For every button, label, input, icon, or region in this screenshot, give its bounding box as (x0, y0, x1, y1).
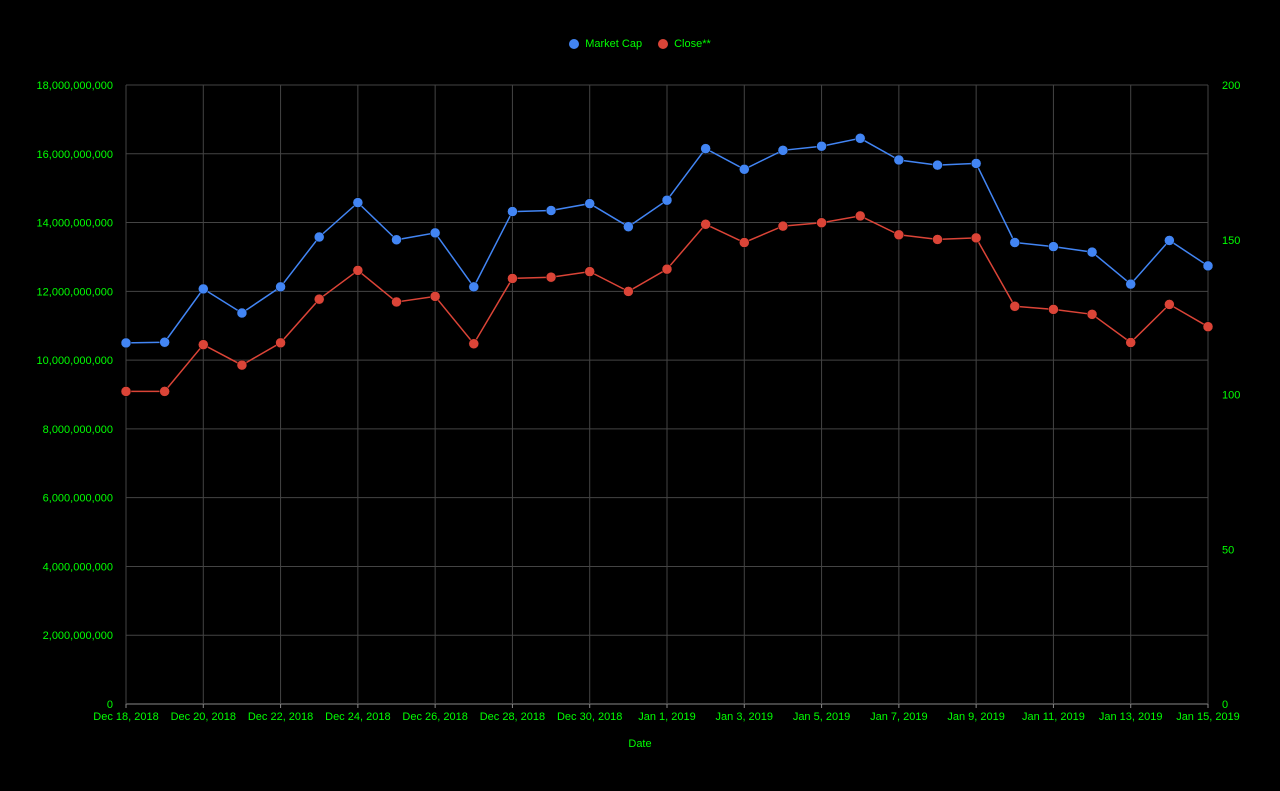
y-left-tick-label: 10,000,000,000 (37, 355, 113, 367)
data-point-market-cap (391, 234, 402, 245)
data-point-market-cap (275, 281, 286, 293)
data-point-close (1125, 337, 1136, 348)
legend-marker-market-cap (569, 39, 580, 49)
data-point-close (623, 286, 634, 297)
data-point-close (854, 210, 866, 222)
data-point-close (507, 273, 518, 284)
legend-item-close[interactable]: Close** (658, 38, 711, 50)
data-point-market-cap (623, 221, 634, 232)
data-point-close (236, 359, 248, 371)
data-point-market-cap (352, 197, 364, 208)
y-left-tick-label: 8,000,000,000 (43, 424, 113, 436)
data-point-market-cap (236, 307, 248, 319)
data-point-close (1164, 299, 1175, 310)
x-tick-label: Dec 30, 2018 (557, 711, 622, 723)
data-point-market-cap (584, 198, 595, 209)
y-left-tick-label: 18,000,000,000 (37, 80, 113, 92)
data-point-market-cap (545, 205, 557, 216)
data-point-close (1009, 301, 1021, 312)
x-tick-label: Dec 22, 2018 (248, 711, 313, 723)
data-point-close (1048, 304, 1059, 315)
x-tick-label: Jan 9, 2019 (947, 711, 1005, 723)
data-point-market-cap (507, 206, 518, 217)
y-left-tick-label: 2,000,000,000 (43, 630, 113, 642)
legend-label-market-cap: Market Cap (585, 38, 643, 50)
data-point-market-cap (1048, 241, 1059, 252)
data-point-market-cap (700, 143, 711, 154)
x-tick-label: Dec 20, 2018 (171, 711, 236, 723)
legend-label-close: Close** (674, 38, 711, 50)
x-tick-label: Dec 24, 2018 (325, 711, 390, 723)
y-left-tick-label: 14,000,000,000 (37, 218, 113, 230)
data-point-close (970, 232, 982, 244)
x-tick-label: Jan 15, 2019 (1176, 711, 1240, 723)
data-point-close (313, 293, 325, 305)
data-point-market-cap (1086, 246, 1098, 258)
data-point-market-cap (468, 281, 480, 293)
data-point-close (545, 271, 557, 283)
x-tick-label: Jan 1, 2019 (638, 711, 696, 723)
data-point-close (1086, 309, 1098, 320)
x-tick-label: Jan 3, 2019 (716, 711, 774, 723)
x-tick-label: Jan 7, 2019 (870, 711, 928, 723)
data-point-close (120, 386, 132, 397)
y-left-tick-label: 16,000,000,000 (37, 149, 113, 161)
data-point-close (777, 220, 789, 232)
data-point-close (391, 296, 402, 308)
legend-item-market-cap[interactable]: Market Cap (569, 38, 642, 50)
data-point-close (198, 339, 209, 350)
data-point-market-cap (739, 164, 750, 175)
x-axis-title: Date (628, 738, 652, 750)
data-point-market-cap (429, 227, 441, 239)
data-point-close (468, 338, 480, 349)
x-tick-label: Jan 13, 2019 (1099, 711, 1163, 723)
data-point-close (275, 337, 286, 349)
y-left-tick-label: 6,000,000,000 (43, 493, 113, 505)
data-point-market-cap (198, 283, 209, 295)
data-point-close (932, 234, 943, 245)
data-point-close (1202, 321, 1214, 332)
data-point-market-cap (313, 231, 325, 243)
data-point-market-cap (1125, 278, 1136, 290)
y-right-tick-label: 200 (1222, 80, 1240, 92)
data-point-market-cap (893, 154, 905, 166)
data-point-market-cap (1009, 237, 1021, 248)
data-point-market-cap (1164, 235, 1175, 246)
data-point-market-cap (777, 145, 789, 156)
data-point-market-cap (661, 194, 673, 206)
x-tick-label: Dec 26, 2018 (402, 711, 467, 723)
x-tick-label: Dec 28, 2018 (480, 711, 545, 723)
y-right-tick-label: 150 (1222, 235, 1240, 247)
data-point-market-cap (159, 336, 170, 348)
data-point-close (352, 265, 364, 276)
data-point-close (159, 386, 170, 397)
data-point-close (429, 291, 441, 302)
y-right-tick-label: 100 (1222, 390, 1240, 402)
y-right-tick-label: 0 (1222, 699, 1228, 711)
x-tick-label: Jan 5, 2019 (793, 711, 851, 723)
x-tick-label: Jan 11, 2019 (1022, 711, 1085, 723)
legend-marker-close (658, 39, 669, 49)
data-point-market-cap (816, 140, 827, 152)
data-point-close (661, 263, 673, 275)
data-point-close (816, 217, 827, 228)
y-left-tick-label: 0 (107, 699, 113, 711)
x-tick-label: Dec 18, 2018 (93, 711, 158, 723)
data-point-market-cap (120, 337, 132, 349)
y-left-tick-label: 12,000,000,000 (37, 286, 113, 298)
y-right-tick-label: 50 (1222, 544, 1234, 556)
data-point-market-cap (1202, 260, 1214, 272)
data-point-market-cap (970, 158, 982, 169)
data-point-close (700, 219, 711, 230)
data-point-close (584, 266, 595, 277)
data-point-market-cap (932, 159, 943, 171)
legend: Market Cap Close** (0, 38, 1280, 50)
y-left-tick-label: 4,000,000,000 (43, 561, 113, 573)
data-point-market-cap (854, 133, 866, 144)
data-point-close (739, 237, 750, 248)
data-point-close (893, 229, 905, 241)
